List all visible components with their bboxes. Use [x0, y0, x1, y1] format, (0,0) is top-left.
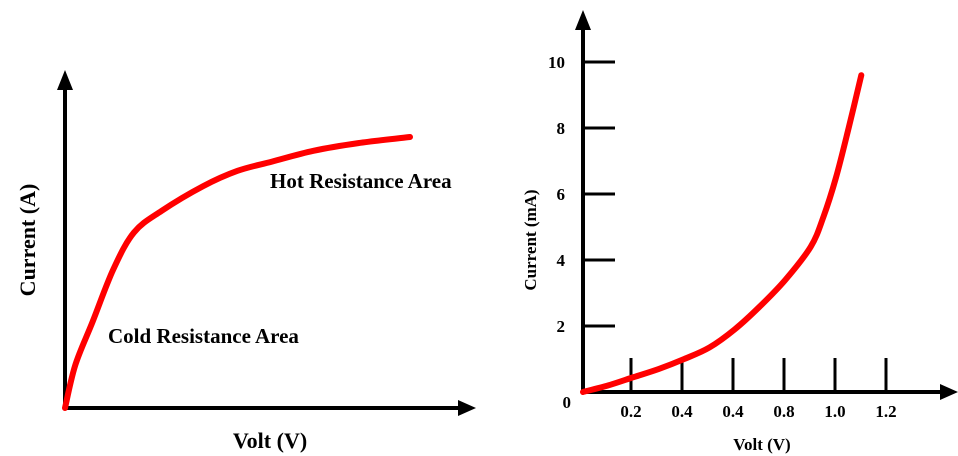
left-x-arrow-icon [458, 400, 476, 416]
right-x-tick-label: 0.4 [671, 402, 693, 421]
right-y-axis-label: Current (mA) [521, 189, 540, 290]
right-series-line [580, 72, 865, 395]
right-x-tick-label: 1.2 [875, 402, 896, 421]
right-y-arrow-icon [575, 10, 591, 30]
right-y-tick-label: 4 [557, 251, 566, 270]
right-y-tick-label: 2 [557, 317, 566, 336]
left-chart: Hot Resistance Area Cold Resistance Area… [15, 70, 476, 453]
left-annotation-hot: Hot Resistance Area [270, 169, 452, 193]
right-x-axis-label: Volt (V) [733, 435, 790, 454]
right-x-tick-label: 1.0 [824, 402, 845, 421]
left-y-arrow-icon [57, 70, 73, 90]
right-y-tick-label: 6 [557, 185, 566, 204]
right-y-tick-label: 0 [563, 393, 572, 412]
right-x-tick-label: 0.4 [722, 402, 744, 421]
right-y-tick-label: 8 [557, 119, 566, 138]
right-y-ticks: 0 2 4 6 8 10 [548, 53, 615, 412]
left-annotation-cold: Cold Resistance Area [108, 324, 299, 348]
right-x-tick-label: 0.8 [773, 402, 794, 421]
left-x-axis-label: Volt (V) [233, 428, 307, 453]
right-chart: 0 2 4 6 8 10 0.2 0.4 0.4 0.8 1.0 1.2 Volt (V) Curr… [521, 10, 958, 454]
left-series-line [62, 133, 413, 411]
left-y-axis-label: Current (A) [15, 184, 40, 297]
right-x-arrow-icon [940, 384, 958, 400]
right-x-tick-label: 0.2 [620, 402, 641, 421]
right-y-tick-label: 10 [548, 53, 565, 72]
